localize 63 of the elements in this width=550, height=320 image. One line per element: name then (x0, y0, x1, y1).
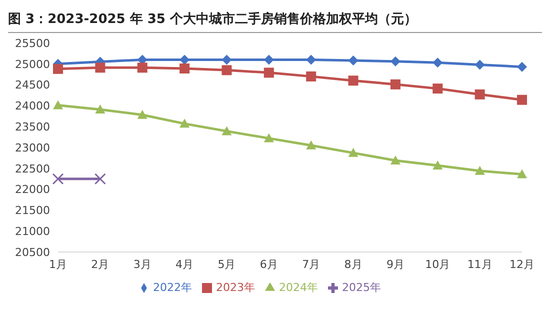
x-tick-label: 2月 (91, 258, 110, 271)
x-tick-label: 11月 (467, 258, 492, 271)
y-tick-label: 25000 (15, 58, 50, 71)
y-tick-label: 21000 (15, 225, 50, 238)
point (53, 100, 63, 110)
y-tick-label: 22000 (15, 183, 50, 196)
point (222, 126, 232, 136)
point (348, 56, 358, 66)
point (474, 89, 485, 100)
x-tick-label: 8月 (344, 258, 362, 271)
y-tick-label: 24000 (15, 100, 50, 113)
point (348, 76, 358, 86)
point (264, 54, 274, 65)
y-tick-label: 23000 (15, 141, 50, 154)
point (517, 62, 527, 72)
y-tick-label: 25500 (15, 36, 50, 50)
point (306, 71, 316, 82)
legend-label: 2023年 (216, 281, 255, 294)
point (390, 79, 400, 90)
x-tick-label: 5月 (218, 258, 236, 271)
point (94, 173, 106, 185)
point (306, 140, 316, 150)
x-tick-label: 1月 (49, 258, 67, 271)
point (474, 60, 485, 70)
point (53, 64, 63, 74)
point (517, 94, 527, 105)
chart-title: 图 3：2023-2025 年 35 个大中城市二手房销售价格加权平均（元） (8, 8, 542, 33)
point (180, 54, 190, 65)
legend-label: 2024年 (279, 281, 318, 294)
point (264, 68, 274, 78)
y-tick-label: 21500 (15, 204, 50, 218)
point (432, 84, 443, 94)
x-tick-label: 4月 (176, 258, 194, 271)
x-tick-label: 9月 (386, 258, 404, 271)
x-tick-label: 7月 (302, 258, 320, 271)
point (264, 133, 274, 142)
y-tick-label: 24500 (15, 78, 50, 92)
y-tick-label: 22500 (15, 162, 50, 176)
point (95, 104, 106, 114)
point (180, 64, 190, 74)
x-tick-label: 6月 (260, 258, 278, 271)
y-tick-label: 20500 (15, 246, 50, 259)
x-tick-label: 12月 (510, 258, 534, 271)
x-tick-label: 3月 (133, 258, 152, 271)
point (52, 173, 64, 185)
point (432, 160, 443, 170)
point (474, 166, 485, 175)
point (517, 169, 527, 178)
y-tick-label: 23500 (15, 120, 50, 134)
point (348, 148, 358, 157)
point (95, 62, 106, 73)
point (432, 58, 443, 68)
point (137, 110, 148, 119)
point (390, 155, 400, 164)
point (222, 65, 232, 76)
x-tick-label: 10月 (425, 258, 450, 271)
point (180, 118, 190, 128)
point (390, 56, 400, 66)
point (222, 54, 232, 65)
point (306, 54, 316, 65)
point (137, 62, 148, 73)
legend-label: 2022年 (153, 281, 192, 294)
legend-label: 2025年 (342, 281, 381, 294)
